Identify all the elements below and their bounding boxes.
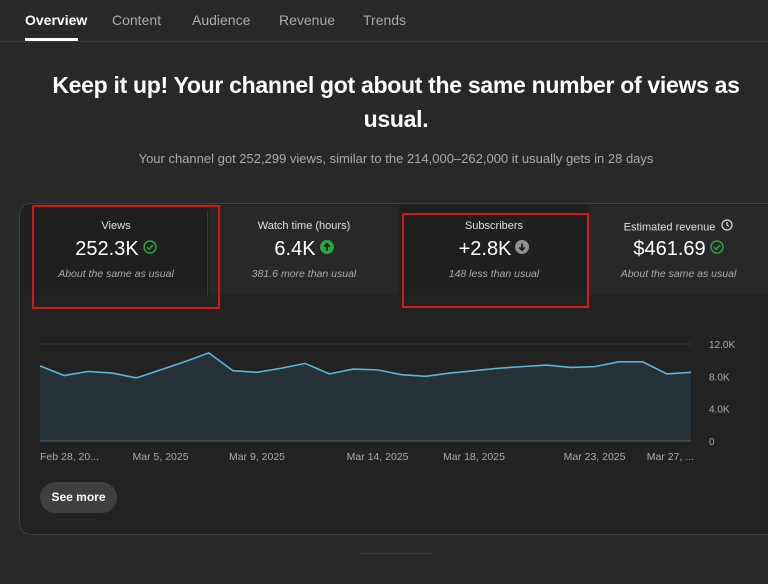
y-tick-label: 0 [709, 437, 715, 448]
metric-subscribers[interactable]: Subscribers +2.8K 148 less than usual [400, 205, 588, 295]
metric-divider [207, 212, 208, 296]
x-tick-label: Mar 5, 2025 [133, 451, 189, 463]
metric-estimated-revenue[interactable]: Estimated revenue $461.69 About the same… [589, 205, 768, 295]
x-tick-label: Mar 14, 2025 [347, 451, 409, 463]
headline: Keep it up! Your channel got about the s… [52, 72, 740, 132]
tab-trends[interactable]: Trends [363, 12, 407, 28]
tab-content[interactable]: Content [112, 12, 162, 28]
y-tick-label: 4.0K [709, 405, 730, 416]
x-tick-label: Mar 27, ... [647, 451, 694, 463]
clock-icon [721, 219, 733, 234]
metric-value: $461.69 [589, 236, 768, 263]
x-tick-label: Mar 23, 2025 [564, 451, 626, 463]
metric-label: Views [101, 220, 131, 232]
metric-value-text: $461.69 [633, 238, 706, 260]
metric-value-text: +2.8K [458, 238, 512, 260]
arrow-up-circle-icon [319, 235, 334, 261]
check-circle-icon [142, 235, 157, 261]
tab-overview[interactable]: Overview [25, 12, 88, 28]
metric-value: +2.8K [400, 236, 588, 263]
tab-audience[interactable]: Audience [192, 12, 251, 28]
metric-label: Subscribers [464, 220, 524, 232]
bottom-divider [360, 553, 432, 554]
metric-note: 381.6 more than usual [251, 268, 357, 280]
tab-revenue[interactable]: Revenue [279, 12, 336, 28]
metric-note: About the same as usual [58, 268, 174, 280]
check-circle-icon [709, 235, 724, 261]
metric-value: 252.3K [24, 236, 208, 263]
y-tick-label: 12.0K [709, 340, 735, 351]
metric-label: Watch time (hours) [257, 220, 351, 232]
x-tick-label: Feb 28, 20... [40, 451, 99, 463]
y-tick-label: 8.0K [709, 372, 730, 383]
views-area [40, 352, 691, 441]
metric-label: Estimated revenue [589, 219, 768, 235]
metric-note: About the same as usual [620, 268, 737, 280]
metric-views[interactable]: Views 252.3K About the same as usual [24, 205, 208, 295]
metric-value-text: 6.4K [274, 238, 316, 260]
x-tick-label: Mar 9, 2025 [229, 451, 285, 463]
analytics-tabs: Overview Content Audience Revenue Trends [0, 0, 768, 42]
views-line [39, 351, 692, 379]
metric-value: 6.4K [209, 236, 399, 263]
metric-value-text: 252.3K [75, 238, 139, 260]
x-tick-label: Mar 18, 2025 [443, 451, 505, 463]
views-summary: Your channel got 252,299 views, similar … [138, 151, 654, 166]
metric-label-text: Estimated revenue [623, 221, 716, 234]
see-more-button[interactable]: See more [40, 482, 117, 513]
metric-watch-time[interactable]: Watch time (hours) 6.4K 381.6 more than … [209, 205, 399, 295]
arrow-down-circle-icon [515, 235, 530, 261]
metric-note: 148 less than usual [448, 268, 540, 280]
active-tab-indicator [25, 38, 78, 41]
